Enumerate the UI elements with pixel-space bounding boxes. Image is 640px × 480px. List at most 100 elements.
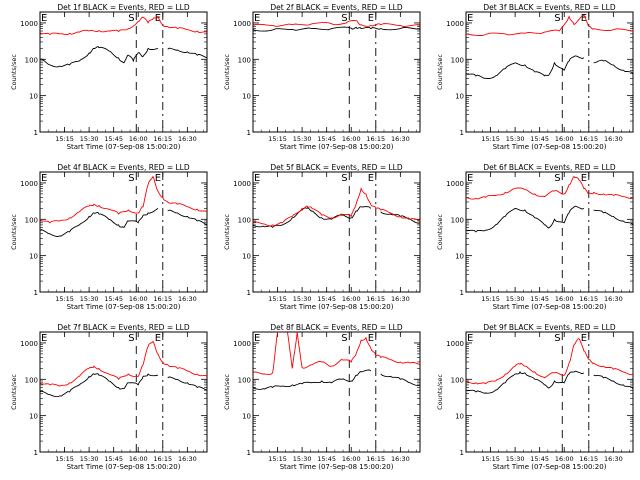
lld-line	[466, 175, 633, 200]
events-line	[40, 208, 159, 237]
data-series	[40, 340, 207, 398]
x-tick-label: 15:15	[481, 295, 500, 303]
panel-8: Det 8f BLACK = Events, RED = LLD 1 10 100 10…	[223, 323, 421, 471]
panel-title: Det 8f BLACK = Events, RED = LLD	[270, 323, 403, 332]
x-tick-label: 16:30	[178, 455, 197, 463]
y-tick-label: 1	[460, 129, 464, 137]
y-tick-label: 1000	[233, 180, 251, 188]
events-line	[40, 45, 159, 68]
y-tick-label: 10	[455, 93, 464, 101]
x-tick-label: 16:30	[604, 295, 623, 303]
y-tick-label: 100	[25, 376, 38, 384]
x-tick-label: 15:30	[80, 135, 99, 143]
x-axis-label: Start Time (07-Sep-08 15:00:20)	[493, 463, 607, 471]
x-tick-label: 15:15	[481, 135, 500, 143]
x-tick-label: 15:45	[104, 295, 123, 303]
x-tick-label: 15:45	[530, 455, 549, 463]
y-tick-label: 1000	[446, 340, 464, 348]
x-tick-label: 16:15	[366, 295, 385, 303]
y-axis-label: Counts/sec	[436, 214, 444, 250]
y-tick-label: 1	[460, 449, 464, 457]
x-tick-label: 16:15	[366, 135, 385, 143]
y-tick-label: 1	[247, 289, 251, 297]
marker-label: E	[467, 13, 473, 24]
events-line	[593, 374, 633, 390]
marker-label: E	[368, 333, 374, 344]
y-axis-label: Counts/sec	[436, 54, 444, 90]
x-axis-label: Start Time (07-Sep-08 15:00:20)	[280, 303, 394, 311]
events-line	[167, 209, 207, 226]
panel-7: Det 7f BLACK = Events, RED = LLD 1 10 100 10…	[10, 323, 208, 471]
events-line	[380, 373, 420, 387]
x-tick-label: 16:00	[129, 455, 148, 463]
x-tick-label: 16:30	[391, 455, 410, 463]
events-line	[253, 26, 420, 32]
x-tick-label: 16:00	[555, 295, 574, 303]
x-axis-label: Start Time (07-Sep-08 15:00:20)	[493, 143, 607, 151]
x-tick-label: 15:45	[104, 135, 123, 143]
y-axis-label: Counts/sec	[436, 374, 444, 410]
y-tick-label: 1000	[20, 180, 38, 188]
y-tick-label: 10	[29, 253, 38, 261]
x-tick-label: 16:30	[178, 135, 197, 143]
x-tick-label: 16:15	[153, 295, 172, 303]
x-axis-label: Start Time (07-Sep-08 15:00:20)	[67, 303, 181, 311]
marker-label: E	[581, 333, 587, 344]
y-axis-label: Counts/sec	[223, 214, 231, 250]
x-axis-label: Start Time (07-Sep-08 15:00:20)	[493, 303, 607, 311]
x-tick-label: 16:15	[579, 295, 598, 303]
y-tick-label: 1	[247, 449, 251, 457]
y-tick-label: 10	[242, 253, 251, 261]
panel-2: Det 2f BLACK = Events, RED = LLD 1 10 100 10…	[223, 3, 421, 151]
x-tick-label: 15:30	[506, 295, 525, 303]
x-axis-label: Start Time (07-Sep-08 15:00:20)	[67, 463, 181, 471]
panel-title: Det 1f BLACK = Events, RED = LLD	[57, 3, 190, 12]
data-series	[40, 175, 207, 237]
x-tick-label: 15:15	[268, 455, 287, 463]
x-tick-label: 15:45	[104, 455, 123, 463]
y-axis-label: Counts/sec	[10, 214, 18, 250]
x-tick-label: 15:30	[506, 135, 525, 143]
x-tick-label: 16:00	[555, 135, 574, 143]
y-axis-label: Counts/sec	[223, 374, 231, 410]
events-line	[167, 47, 207, 59]
marker-label: E	[155, 173, 161, 184]
x-tick-label: 15:15	[268, 135, 287, 143]
y-tick-label: 1	[247, 129, 251, 137]
marker-label: S	[128, 13, 134, 24]
y-tick-label: 10	[455, 253, 464, 261]
x-tick-label: 15:15	[55, 455, 74, 463]
y-tick-label: 100	[451, 376, 464, 384]
y-tick-label: 10	[455, 413, 464, 421]
events-line	[466, 370, 585, 394]
y-tick-label: 10	[29, 413, 38, 421]
x-tick-label: 16:30	[391, 295, 410, 303]
y-tick-label: 100	[451, 56, 464, 64]
lld-line	[466, 338, 633, 385]
x-tick-label: 16:00	[129, 135, 148, 143]
x-tick-label: 15:15	[481, 455, 500, 463]
marker-label: S	[341, 173, 347, 184]
x-tick-label: 16:00	[342, 135, 361, 143]
data-series	[253, 187, 420, 229]
marker-label: S	[554, 173, 560, 184]
x-tick-label: 16:30	[178, 295, 197, 303]
x-axis-label: Start Time (07-Sep-08 15:00:20)	[280, 463, 394, 471]
lld-line	[253, 332, 420, 375]
x-tick-label: 15:45	[317, 295, 336, 303]
y-tick-label: 100	[25, 216, 38, 224]
y-tick-label: 100	[238, 56, 251, 64]
events-line	[167, 376, 207, 391]
x-tick-label: 15:30	[80, 295, 99, 303]
y-tick-label: 100	[238, 376, 251, 384]
events-line	[593, 59, 633, 75]
marker-label: E	[41, 13, 47, 24]
marker-label: S	[554, 13, 560, 24]
x-tick-label: 16:15	[153, 135, 172, 143]
panel-title: Det 3f BLACK = Events, RED = LLD	[483, 3, 616, 12]
data-series	[40, 15, 207, 68]
marker-label: S	[341, 333, 347, 344]
events-line	[466, 55, 585, 79]
